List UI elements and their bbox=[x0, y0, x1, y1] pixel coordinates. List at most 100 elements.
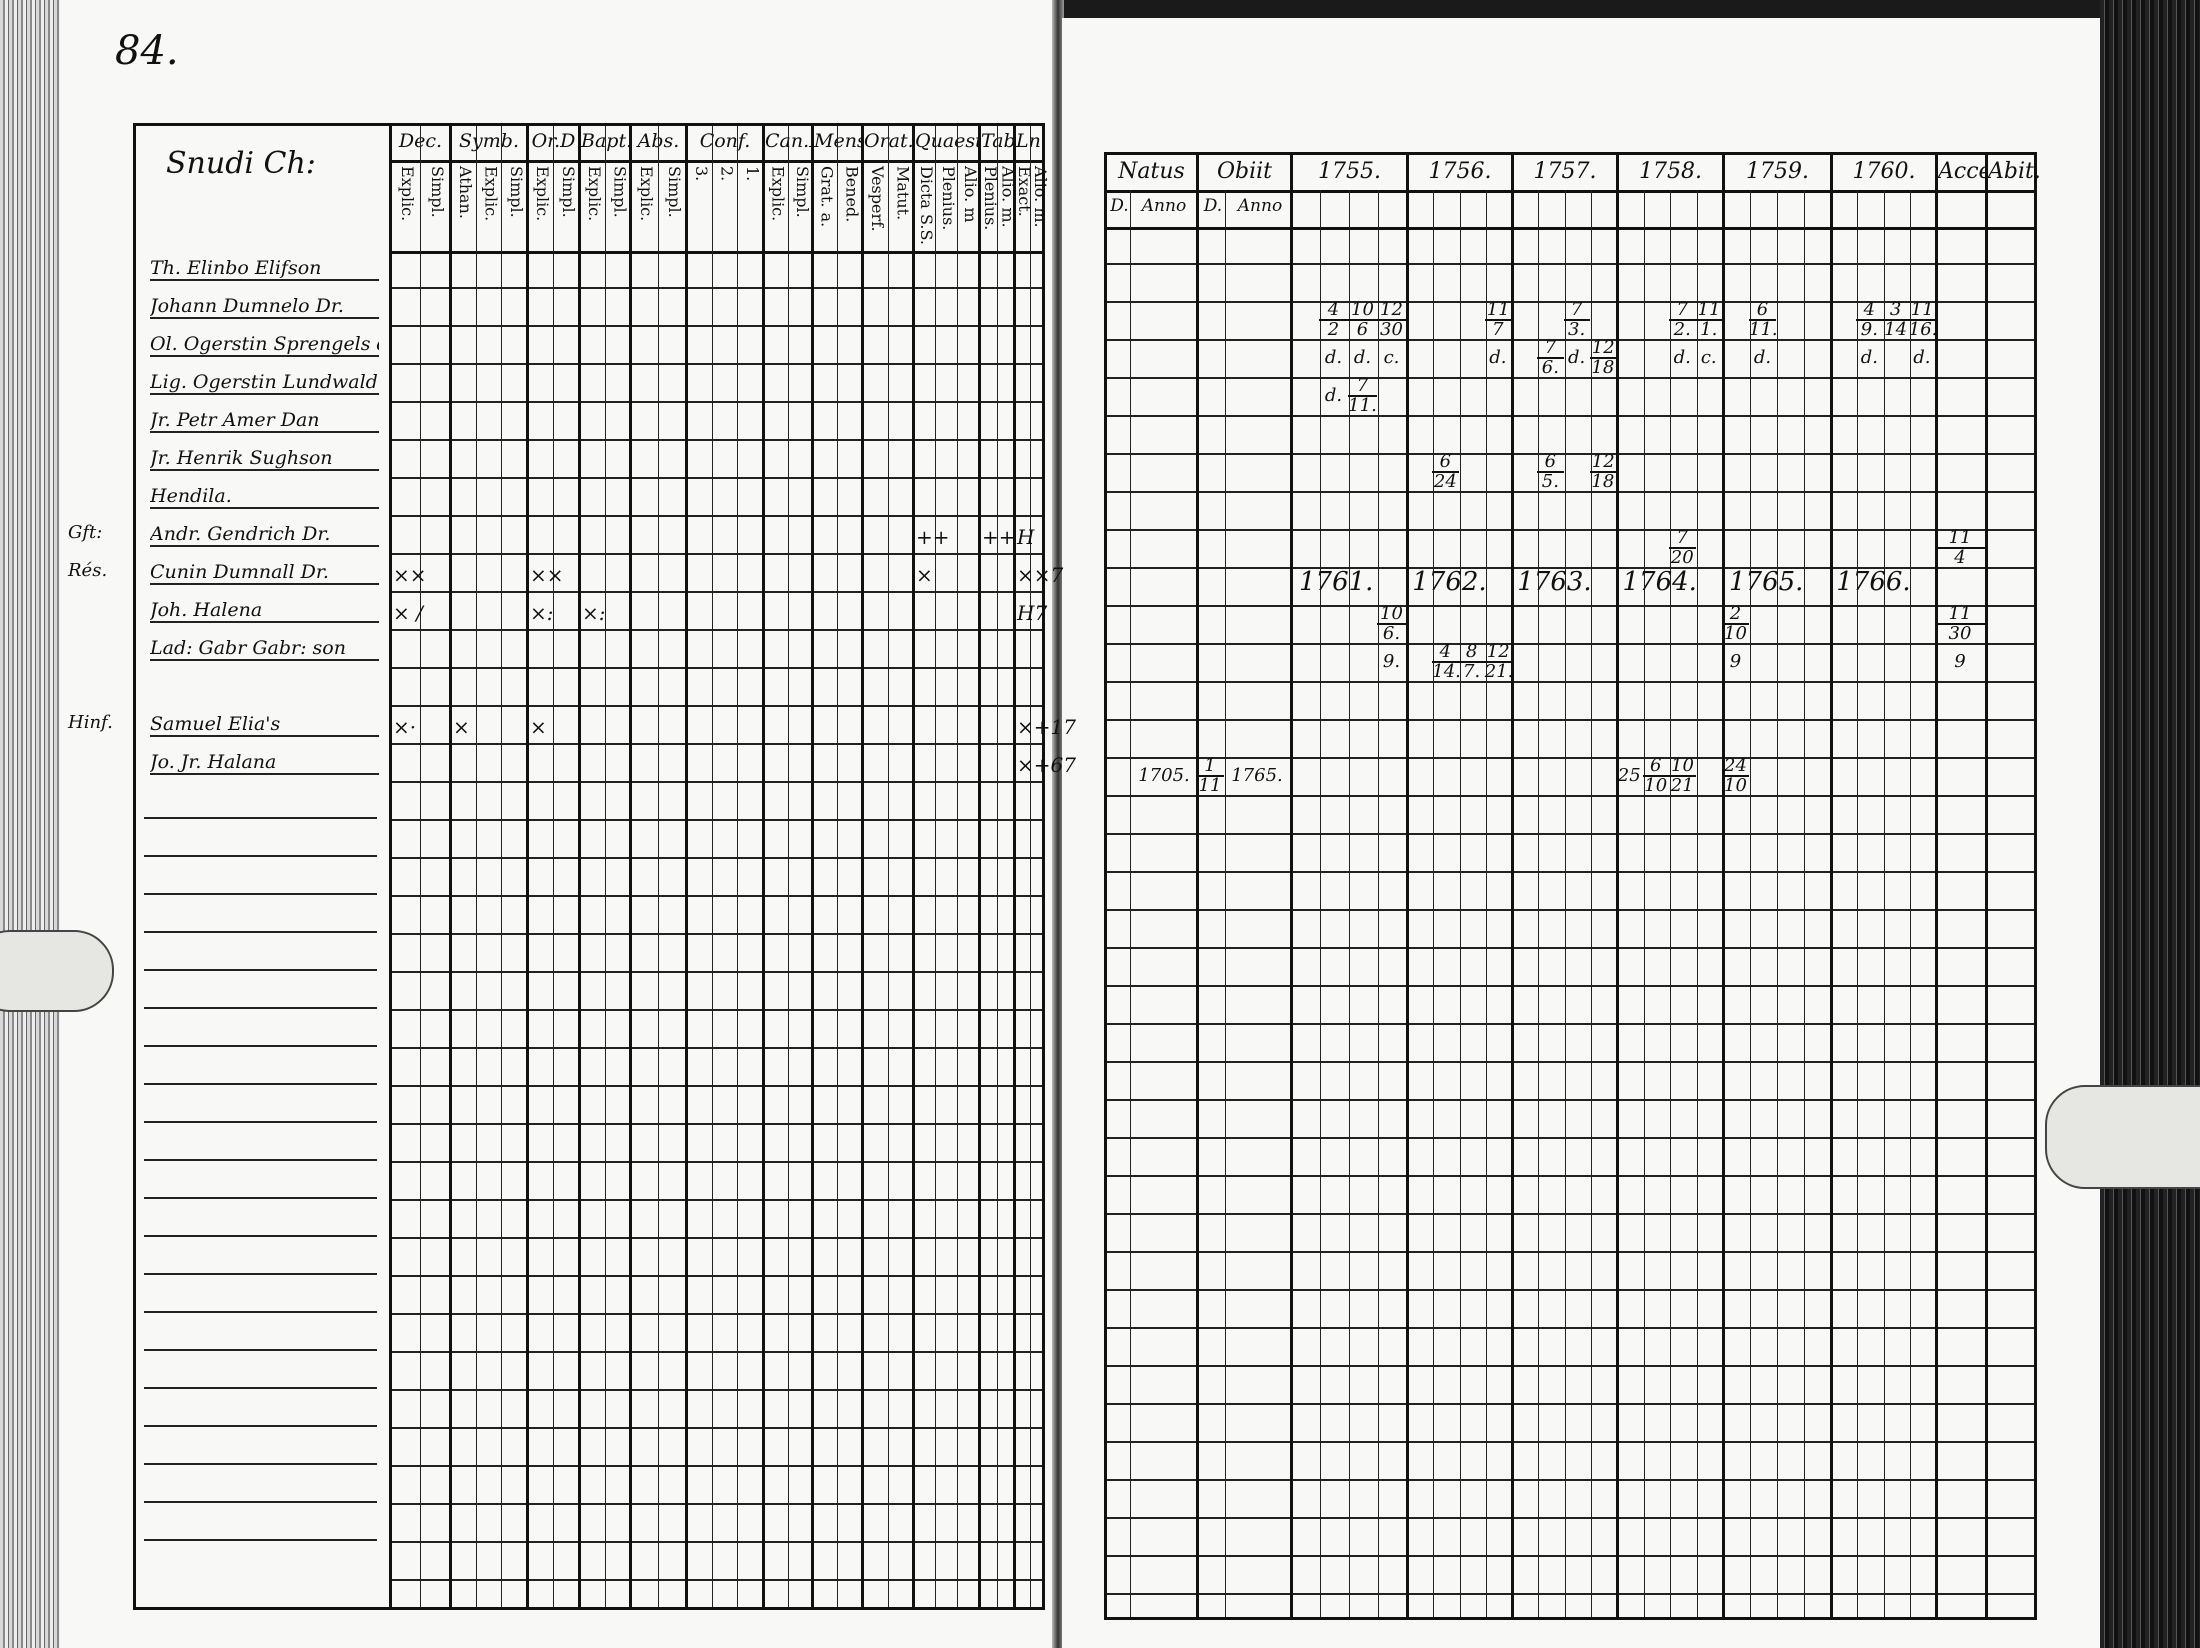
blank-name-line bbox=[144, 821, 377, 857]
year-annotation: 1762. bbox=[1412, 567, 1487, 597]
blank-name-line bbox=[144, 1353, 377, 1389]
cell-entry: 1765. bbox=[1231, 765, 1283, 786]
name-entry: Samuel Elia's bbox=[150, 713, 379, 737]
blank-name-line bbox=[144, 783, 377, 819]
book-gutter bbox=[1052, 0, 1064, 1648]
column-bapt: Bapt. Explic. Simpl. bbox=[578, 126, 629, 1607]
tally-mark: ×: bbox=[582, 601, 606, 625]
subcolumn-label: Explic. bbox=[768, 166, 788, 222]
cell-entry: 7 20 bbox=[1669, 527, 1696, 568]
subcolumn-divider bbox=[996, 126, 998, 1607]
cell-entry: 3 14 bbox=[1882, 299, 1909, 340]
page-number: 84. bbox=[115, 28, 179, 74]
subcolumn-label: Alio. m bbox=[961, 166, 980, 223]
tally-mark: ×× bbox=[393, 563, 427, 587]
subcolumn-label: Simpl. bbox=[559, 166, 578, 218]
subcolumn-label: Simpl. bbox=[428, 166, 447, 218]
column-label: Abit. bbox=[1988, 159, 2040, 184]
subcolumn-divider bbox=[837, 126, 838, 1607]
blank-name-line bbox=[144, 1087, 377, 1123]
cell-entry: 2 10 bbox=[1722, 605, 1749, 643]
header-divider bbox=[1107, 227, 2034, 230]
column-quaest: Quaest. Dicta S.S.Plenius.Alio. m bbox=[912, 126, 980, 1607]
cell-entry: 12 18 bbox=[1589, 337, 1616, 378]
tally-mark: × bbox=[453, 715, 470, 739]
subcolumn-label: Plenius. bbox=[980, 166, 1000, 231]
subcolumn-divider bbox=[1750, 190, 1751, 1617]
subcolumn-label: Explic. bbox=[398, 166, 417, 222]
year-annotation: 1766. bbox=[1836, 567, 1911, 597]
blank-name-line bbox=[144, 1429, 377, 1465]
cell-entry: 12 21. bbox=[1484, 641, 1514, 682]
cell-entry: 6 11. bbox=[1749, 299, 1778, 340]
subcolumn-divider bbox=[1030, 126, 1031, 1607]
tally-mark: ×: bbox=[530, 601, 554, 625]
name-entry: Th. Elinbo Elifson bbox=[150, 257, 379, 281]
column-label: 1760. bbox=[1852, 159, 1916, 184]
subcolumn-label: 2. bbox=[717, 166, 737, 182]
subcolumn-label: Explic. bbox=[637, 166, 656, 222]
year-annotation: 1765. bbox=[1729, 567, 1804, 597]
tally-mark: ++ bbox=[916, 525, 950, 549]
subcolumn-divider bbox=[475, 126, 477, 1607]
margin-note: Gft: bbox=[68, 522, 103, 543]
subcolumn-divider bbox=[1538, 190, 1540, 1617]
cell-entry: 6 10 bbox=[1642, 755, 1669, 796]
subcolumn-divider bbox=[1485, 190, 1487, 1617]
cell-entry: d. bbox=[1324, 385, 1343, 406]
subcolumn-divider bbox=[1777, 190, 1778, 1617]
subcolumn-divider bbox=[1590, 190, 1592, 1617]
cell-entry: 10 21 bbox=[1669, 755, 1696, 796]
cell-entry: 10 6 bbox=[1348, 301, 1377, 339]
subcolumn-divider bbox=[553, 126, 554, 1607]
subcolumn-divider bbox=[1320, 190, 1321, 1617]
column-label: 1758. bbox=[1639, 159, 1702, 184]
subcolumn-label: Simpl. bbox=[507, 166, 527, 218]
subcolumn-divider bbox=[957, 126, 958, 1607]
column-label: 1756. bbox=[1428, 159, 1492, 184]
column-obiit: Obiit D. Anno bbox=[1196, 155, 1290, 1617]
column-abs: Abs. Explic. Simpl. bbox=[629, 126, 685, 1607]
cell-entry: 12 30 bbox=[1377, 301, 1406, 339]
cell-entry: c. bbox=[1383, 347, 1400, 368]
tally-mark: × / bbox=[393, 601, 423, 625]
column-abit: Abit. bbox=[1985, 155, 2040, 1617]
subcolumn-label: Alio. m. bbox=[1031, 166, 1050, 228]
cell-entry: 12 18 bbox=[1589, 451, 1616, 492]
cell-entry: 6 5. bbox=[1537, 453, 1564, 491]
blank-name-line bbox=[144, 1163, 377, 1199]
thumb-left bbox=[0, 930, 114, 1012]
cell-entry: d. bbox=[1324, 347, 1343, 368]
blank-name-line bbox=[144, 1239, 377, 1275]
column-label: 1755. bbox=[1318, 159, 1381, 184]
column-dec: Dec. Explic. Simpl. bbox=[389, 126, 449, 1607]
subcolumn-divider bbox=[1433, 190, 1435, 1617]
cell-entry: 8 7. bbox=[1458, 643, 1485, 681]
blank-name-line bbox=[144, 1201, 377, 1237]
name-entry: Andr. Gendrich Dr. bbox=[150, 523, 379, 547]
cell-entry: 1705. bbox=[1138, 765, 1190, 786]
name-header: Snudi Ch: bbox=[166, 146, 316, 181]
column-label: Natus bbox=[1118, 159, 1185, 184]
column-symb: Symb. Athan. Explic. Simpl. bbox=[449, 126, 526, 1607]
cell-entry: 24 10 bbox=[1722, 757, 1749, 795]
column-label: 1757. bbox=[1533, 159, 1597, 184]
subcolumn-label: D. bbox=[1110, 196, 1129, 216]
blank-name-line bbox=[144, 1125, 377, 1161]
tally-mark: ××7 bbox=[1017, 563, 1064, 587]
margin-note: Hinf. bbox=[68, 712, 113, 733]
tally-mark: H7 bbox=[1017, 601, 1048, 625]
subcolumn-label: 1. bbox=[743, 166, 763, 182]
blank-name-line bbox=[144, 1505, 377, 1541]
margin-note: Rés. bbox=[68, 560, 108, 581]
subcolumn-label: Explic. bbox=[584, 166, 604, 222]
header-label-divider bbox=[1107, 190, 2034, 193]
subcolumn-divider bbox=[420, 126, 421, 1607]
column-natus: Natus D. Anno bbox=[1107, 155, 1196, 1617]
cell-entry: d. bbox=[1913, 347, 1931, 368]
subcolumn-label: Explic. bbox=[481, 166, 501, 222]
subcolumn-divider bbox=[1564, 190, 1566, 1617]
blank-name-line bbox=[144, 1391, 377, 1427]
cell-entry: 9 bbox=[1729, 651, 1742, 672]
name-entry: Lig. Ogerstin Lundwald bbox=[150, 371, 379, 395]
